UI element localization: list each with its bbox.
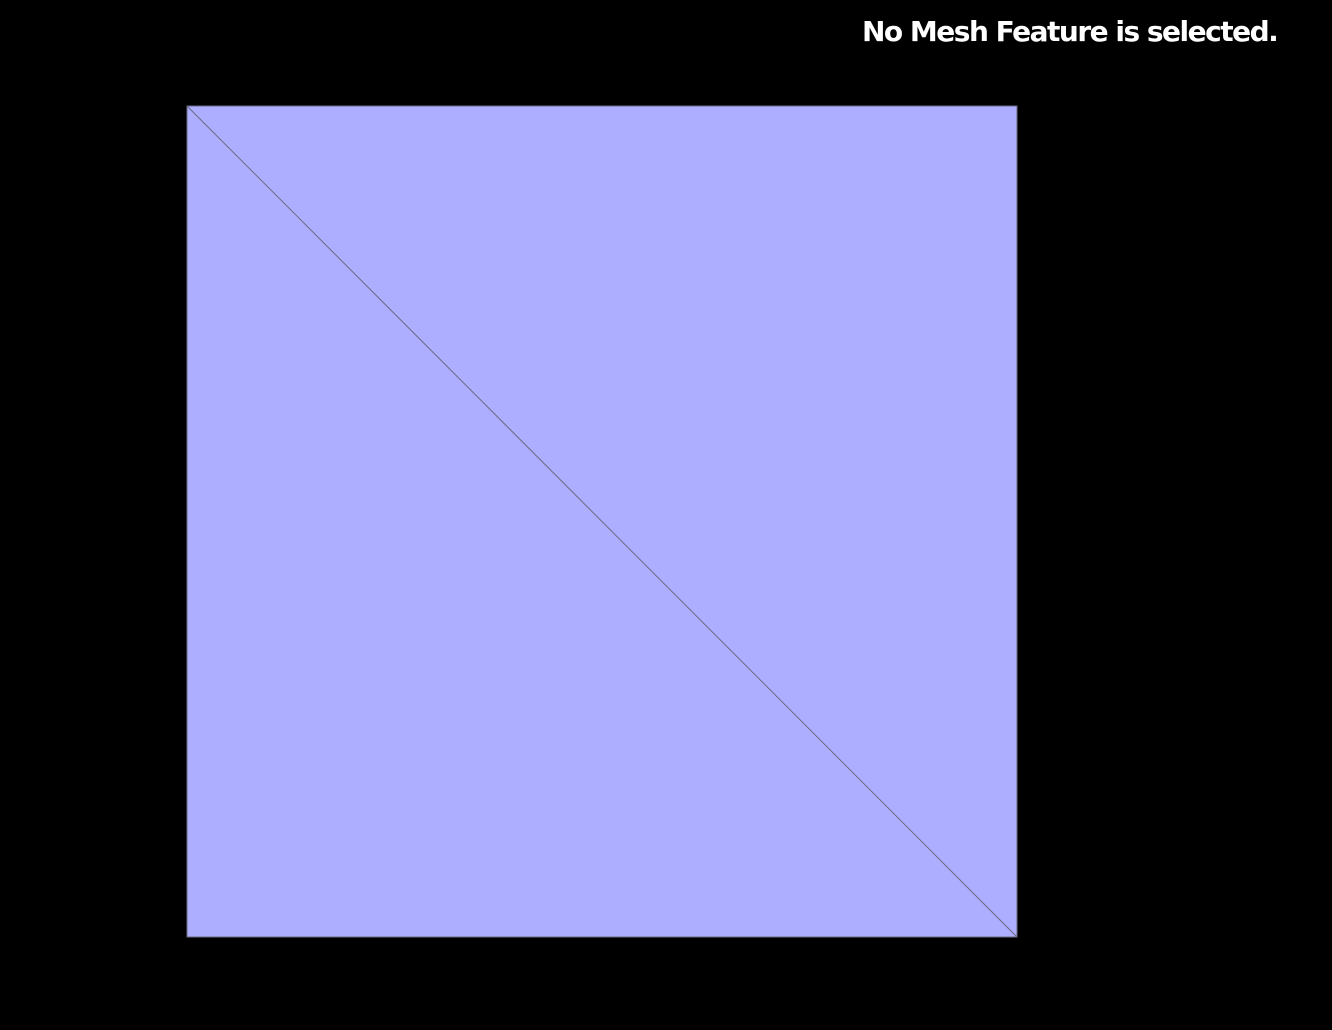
status-message: No Mesh Feature is selected. xyxy=(862,15,1279,48)
mesh-outline xyxy=(186,105,1018,938)
mesh-diagonal-edge xyxy=(186,105,1018,938)
